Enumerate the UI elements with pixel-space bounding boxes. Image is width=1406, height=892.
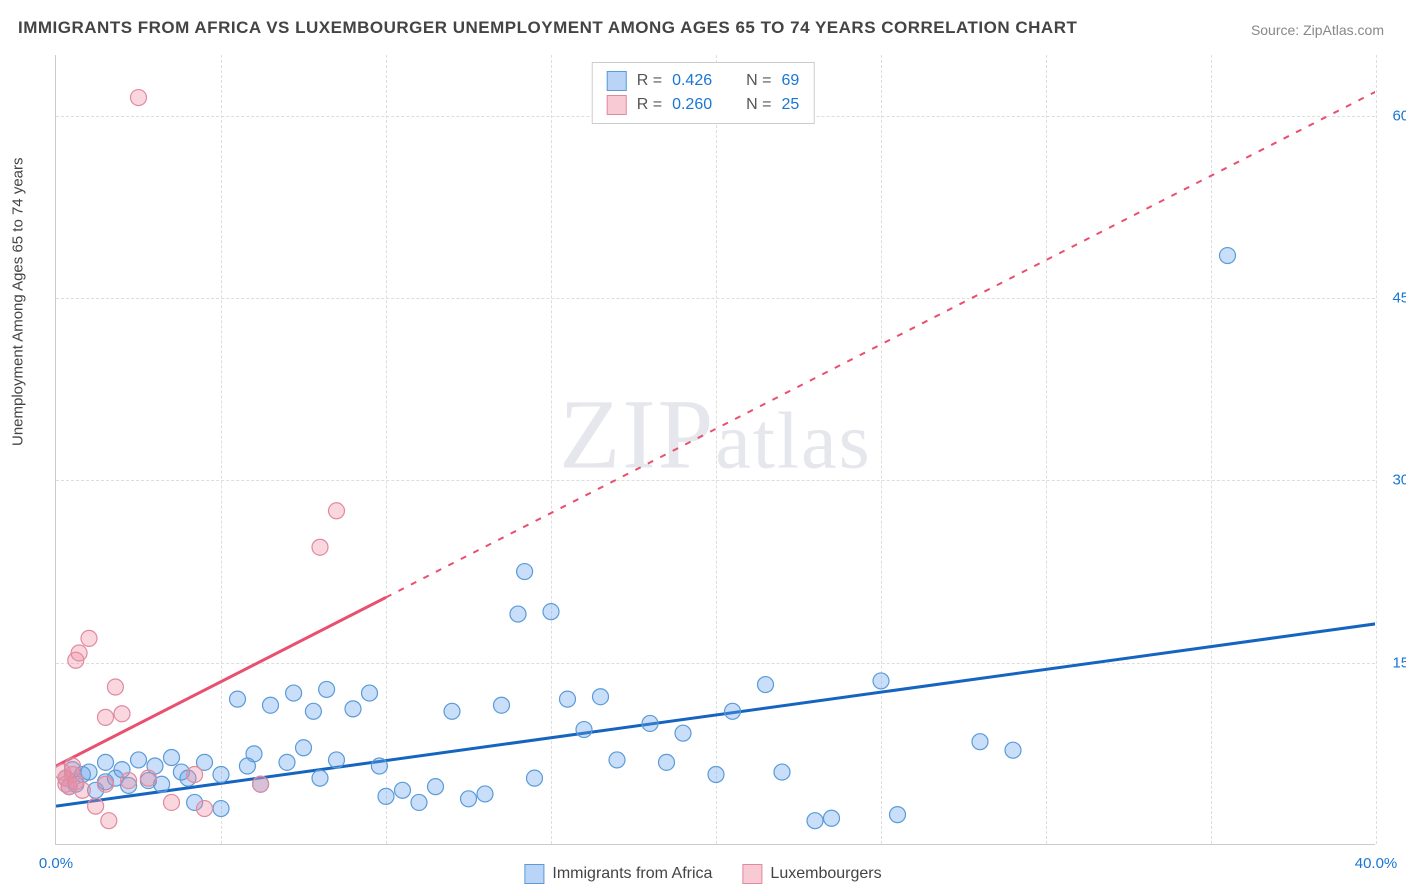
legend-correlation: R = 0.426 N = 69 R = 0.260 N = 25 bbox=[592, 62, 815, 124]
scatter-svg bbox=[56, 55, 1375, 844]
x-tick-label: 0.0% bbox=[39, 855, 73, 872]
legend-n-value: 25 bbox=[781, 93, 799, 117]
legend-n-label: N = bbox=[746, 93, 771, 117]
legend-swatch bbox=[607, 71, 627, 91]
plot-area: ZIPatlas 15.0%30.0%45.0%60.0%0.0%40.0% bbox=[55, 55, 1375, 845]
gridline-v bbox=[1376, 55, 1377, 844]
legend-series-item: Luxembourgers bbox=[742, 864, 881, 884]
y-tick-label: 45.0% bbox=[1380, 290, 1406, 307]
legend-series-label: Luxembourgers bbox=[770, 865, 881, 883]
legend-r-label: R = bbox=[637, 93, 662, 117]
legend-swatch bbox=[607, 95, 627, 115]
legend-r-label: R = bbox=[637, 69, 662, 93]
legend-series-label: Immigrants from Africa bbox=[552, 865, 712, 883]
legend-correlation-row: R = 0.426 N = 69 bbox=[607, 69, 800, 93]
y-tick-label: 60.0% bbox=[1380, 107, 1406, 124]
y-tick-label: 30.0% bbox=[1380, 472, 1406, 489]
y-axis-label: Unemployment Among Ages 65 to 74 years bbox=[10, 157, 27, 446]
legend-r-value: 0.260 bbox=[672, 93, 712, 117]
x-tick-label: 40.0% bbox=[1355, 855, 1398, 872]
chart-title: IMMIGRANTS FROM AFRICA VS LUXEMBOURGER U… bbox=[18, 18, 1077, 38]
y-tick-label: 15.0% bbox=[1380, 654, 1406, 671]
legend-correlation-row: R = 0.260 N = 25 bbox=[607, 93, 800, 117]
legend-n-label: N = bbox=[746, 69, 771, 93]
legend-r-value: 0.426 bbox=[672, 69, 712, 93]
legend-swatch bbox=[524, 864, 544, 884]
legend-series-item: Immigrants from Africa bbox=[524, 864, 712, 884]
source-attribution: Source: ZipAtlas.com bbox=[1251, 22, 1384, 38]
legend-swatch bbox=[742, 864, 762, 884]
legend-n-value: 69 bbox=[781, 69, 799, 93]
legend-series: Immigrants from Africa Luxembourgers bbox=[524, 864, 881, 884]
